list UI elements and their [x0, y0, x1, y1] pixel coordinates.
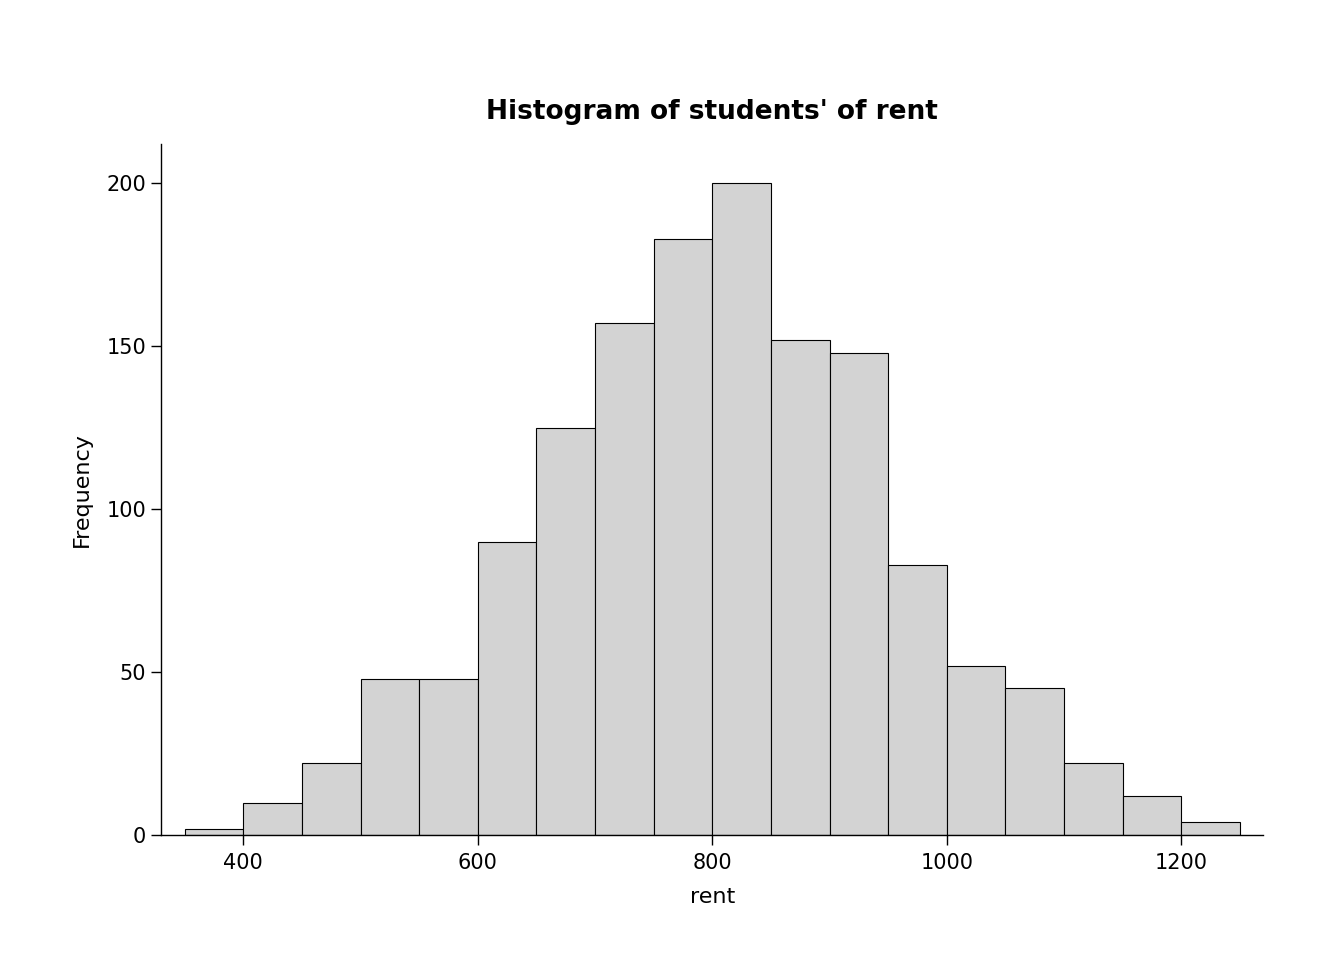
Y-axis label: Frequency: Frequency [73, 432, 93, 547]
Bar [536, 427, 595, 835]
Bar [771, 340, 829, 835]
Bar [829, 352, 888, 835]
Bar [1064, 763, 1122, 835]
Bar [595, 324, 653, 835]
Bar [184, 828, 243, 835]
Bar [302, 763, 360, 835]
Bar [653, 238, 712, 835]
Bar [243, 803, 302, 835]
Bar [888, 564, 946, 835]
Bar [946, 665, 1005, 835]
Bar [478, 541, 536, 835]
Bar [1181, 822, 1241, 835]
X-axis label: rent: rent [689, 887, 735, 907]
Bar [1122, 796, 1181, 835]
Bar [1005, 688, 1064, 835]
Title: Histogram of students' of rent: Histogram of students' of rent [487, 99, 938, 125]
Bar [419, 679, 478, 835]
Bar [712, 183, 771, 835]
Bar [360, 679, 419, 835]
